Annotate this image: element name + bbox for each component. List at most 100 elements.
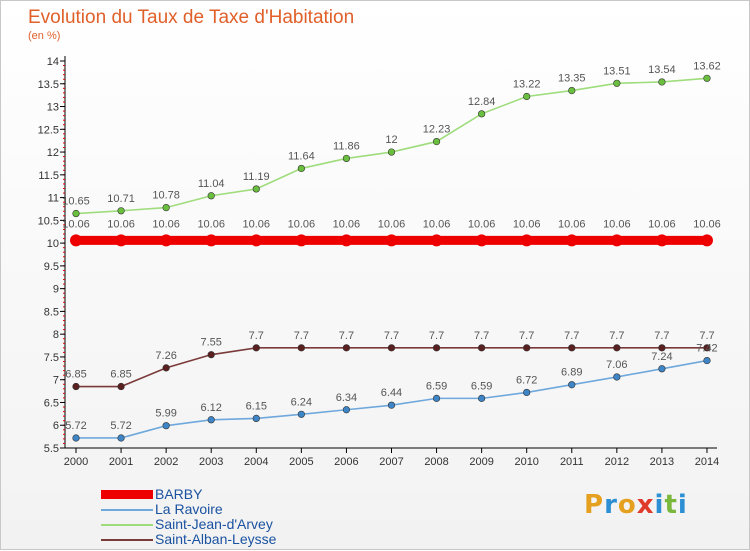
- data-point-saint-alban-leysse: [703, 344, 711, 352]
- data-label-barby: 10.06: [378, 218, 406, 230]
- data-label-barby: 10.06: [513, 218, 541, 230]
- data-label-barby: 10.06: [558, 218, 586, 230]
- data-point-saint-jean-d-arvey: [658, 78, 666, 86]
- logo-letter: i: [654, 490, 665, 520]
- data-point-saint-jean-d-arvey: [162, 204, 170, 212]
- x-tick-label: 2000: [64, 456, 88, 468]
- data-point-la-ravoire: [387, 401, 396, 409]
- y-tick-label: 13: [47, 102, 59, 114]
- logo-letter: x: [636, 490, 655, 520]
- x-tick-label: 2004: [244, 456, 268, 468]
- data-point-la-ravoire: [703, 356, 711, 365]
- y-tick-label: 13.5: [38, 79, 59, 91]
- data-label-barby: 10.06: [468, 218, 496, 230]
- data-point-barby: [475, 234, 488, 247]
- data-label-saint-alban-leysse: 6.85: [65, 369, 86, 381]
- data-label-saint-jean-d-arvey: 10.65: [62, 196, 90, 208]
- data-label-barby: 10.06: [423, 218, 451, 230]
- data-point-saint-jean-d-arvey: [523, 92, 531, 101]
- data-label-saint-jean-d-arvey: 13.62: [693, 60, 721, 72]
- data-label-saint-jean-d-arvey: 11.86: [333, 140, 360, 152]
- data-point-saint-alban-leysse: [162, 364, 170, 372]
- data-point-saint-alban-leysse: [658, 344, 666, 352]
- data-point-la-ravoire: [478, 394, 486, 402]
- data-point-saint-jean-d-arvey: [568, 86, 576, 95]
- data-point-saint-jean-d-arvey: [613, 79, 621, 87]
- data-label-saint-alban-leysse: 7.7: [294, 330, 309, 342]
- data-label-saint-alban-leysse: 7.26: [155, 350, 176, 362]
- data-label-la-ravoire: 5.72: [110, 420, 131, 432]
- y-tick-label: 9.5: [44, 261, 59, 273]
- y-tick-label: 7.5: [44, 352, 59, 364]
- data-label-barby: 10.06: [603, 218, 631, 230]
- data-point-la-ravoire: [568, 381, 576, 389]
- data-point-saint-jean-d-arvey: [387, 148, 396, 156]
- data-label-saint-jean-d-arvey: 13.35: [558, 73, 586, 85]
- data-point-saint-alban-leysse: [478, 344, 486, 352]
- legend-label-saint-jean-d-arvey: Saint-Jean-d'Arvey: [155, 516, 273, 532]
- chart-title: Evolution du Taux de Taxe d'Habitation: [28, 7, 355, 28]
- logo-letter: t: [664, 490, 678, 520]
- y-tick-label: 7: [53, 375, 59, 387]
- data-label-la-ravoire: 7.06: [606, 359, 627, 371]
- legend-swatch-barby: [101, 490, 153, 499]
- data-point-saint-alban-leysse: [252, 344, 260, 352]
- y-tick-label: 10: [47, 238, 59, 250]
- data-label-barby: 10.06: [107, 218, 135, 230]
- data-point-barby: [340, 234, 353, 247]
- data-label-barby: 10.06: [152, 218, 180, 230]
- x-tick-label: 2010: [514, 456, 538, 468]
- data-point-barby: [655, 234, 668, 247]
- data-label-saint-jean-d-arvey: 12.23: [423, 124, 451, 136]
- data-label-barby: 10.06: [62, 218, 90, 230]
- data-point-barby: [610, 234, 623, 247]
- y-tick-label: 6.5: [44, 397, 59, 409]
- data-point-saint-jean-d-arvey: [432, 137, 441, 146]
- data-point-la-ravoire: [207, 416, 215, 424]
- y-tick-label: 8.5: [44, 306, 59, 318]
- x-tick-label: 2014: [695, 456, 719, 468]
- data-label-la-ravoire: 6.24: [291, 396, 312, 408]
- data-label-saint-alban-leysse: 7.7: [249, 330, 264, 342]
- data-label-saint-jean-d-arvey: 12: [385, 134, 397, 146]
- data-point-saint-alban-leysse: [387, 344, 396, 352]
- data-point-saint-alban-leysse: [207, 351, 215, 359]
- data-point-barby: [70, 234, 82, 247]
- data-point-barby: [250, 234, 263, 247]
- data-label-la-ravoire: 5.99: [155, 408, 176, 420]
- data-label-saint-alban-leysse: 7.55: [200, 337, 221, 349]
- data-label-saint-alban-leysse: 7.7: [339, 330, 354, 342]
- y-tick-label: 11.5: [38, 170, 59, 182]
- data-label-barby: 10.06: [333, 218, 361, 230]
- data-point-barby: [160, 234, 173, 247]
- data-label-saint-alban-leysse: 7.7: [474, 330, 489, 342]
- x-tick-label: 2008: [424, 456, 448, 468]
- x-tick-label: 2001: [109, 456, 133, 468]
- y-tick-label: 6: [53, 420, 59, 432]
- data-label-la-ravoire: 6.59: [471, 380, 492, 392]
- data-label-saint-jean-d-arvey: 10.71: [107, 193, 135, 205]
- data-point-saint-jean-d-arvey: [207, 192, 215, 200]
- data-point-la-ravoire: [252, 414, 260, 423]
- data-point-barby: [520, 234, 533, 247]
- data-label-saint-jean-d-arvey: 11.19: [243, 171, 270, 183]
- x-tick-label: 2003: [199, 456, 223, 468]
- data-label-barby: 10.06: [648, 218, 676, 230]
- data-label-barby: 10.06: [288, 218, 316, 230]
- logo-letter: P: [584, 490, 605, 520]
- data-point-barby: [385, 234, 398, 247]
- data-point-saint-alban-leysse: [523, 344, 531, 352]
- data-label-saint-jean-d-arvey: 11.64: [288, 150, 315, 162]
- data-point-barby: [430, 234, 443, 247]
- data-label-la-ravoire: 6.12: [200, 402, 221, 414]
- data-point-la-ravoire: [613, 373, 621, 381]
- data-point-la-ravoire: [658, 365, 666, 373]
- x-tick-label: 2011: [560, 456, 584, 468]
- data-label-la-ravoire: 6.89: [561, 367, 582, 379]
- data-label-la-ravoire: 5.72: [65, 420, 86, 432]
- x-tick-label: 2007: [379, 456, 403, 468]
- logo-letter: i: [677, 490, 688, 520]
- data-point-saint-alban-leysse: [117, 382, 125, 391]
- y-tick-label: 14: [47, 56, 59, 68]
